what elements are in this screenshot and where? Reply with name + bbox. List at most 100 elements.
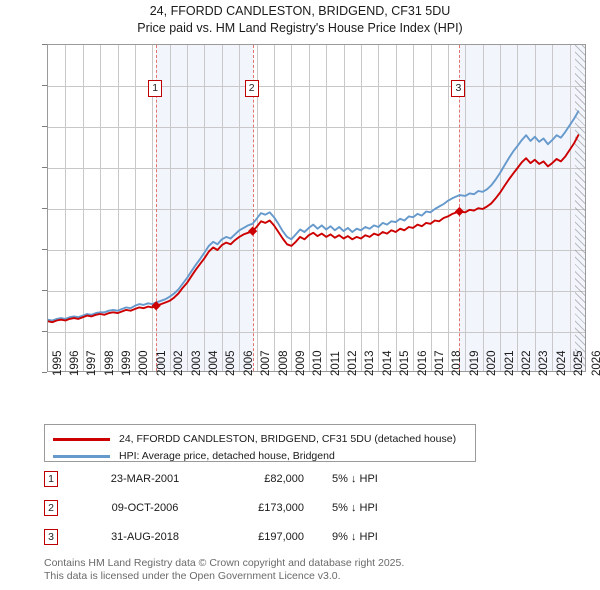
- x-axis-label-2026: 2026: [590, 350, 600, 376]
- y-axis-tick: [42, 290, 47, 291]
- x-axis-label-2023: 2023: [538, 350, 551, 376]
- gridline-vertical: [222, 45, 223, 371]
- gridline-horizontal: [48, 127, 585, 128]
- event-line-1: [156, 45, 158, 371]
- transaction-date: 09-OCT-2006: [111, 502, 179, 514]
- line-hpi: [48, 110, 580, 322]
- page-subtitle: Price paid vs. HM Land Registry's House …: [137, 21, 463, 35]
- gridline-horizontal: [48, 332, 585, 333]
- gridline-vertical: [396, 45, 397, 371]
- gridline-vertical: [448, 45, 449, 371]
- transaction-index-badge: 1: [44, 471, 58, 487]
- x-axis-label-2014: 2014: [381, 350, 394, 376]
- page-title: 24, FFORDD CANDLESTON, BRIDGEND, CF31 5D…: [149, 4, 451, 18]
- y-axis-tick: [42, 167, 47, 168]
- event-flag-3[interactable]: 3: [451, 80, 466, 97]
- transaction-hpi-delta: 5% ↓ HPI: [332, 473, 378, 485]
- y-axis-tick: [42, 44, 47, 45]
- gridline-vertical: [344, 45, 345, 371]
- gridline-vertical: [378, 45, 379, 371]
- gridline-vertical: [535, 45, 536, 371]
- x-axis-label-1997: 1997: [86, 350, 99, 376]
- series-container: [48, 110, 580, 324]
- table-row[interactable]: 3 31-AUG-2018 £197,000 9% ↓ HPI: [44, 528, 564, 557]
- sale-marker-1: [151, 301, 161, 311]
- gridline-vertical: [517, 45, 518, 371]
- x-axis-label-2017: 2017: [434, 350, 447, 376]
- x-axis-label-2018: 2018: [451, 350, 464, 376]
- x-axis-label-2006: 2006: [242, 350, 255, 376]
- y-axis-tick: [42, 85, 47, 86]
- footer-line-1: Contains HM Land Registry data © Crown c…: [44, 557, 405, 569]
- transaction-hpi-delta: 9% ↓ HPI: [332, 531, 378, 543]
- table-row[interactable]: 1 23-MAR-2001 £82,000 5% ↓ HPI: [44, 470, 564, 499]
- price-chart: [47, 44, 586, 372]
- legend-label-2: HPI: Average price, detached house, Brid…: [119, 450, 335, 462]
- transaction-index-badge: 3: [44, 529, 58, 545]
- event-flag-2[interactable]: 2: [244, 80, 259, 97]
- x-axis-label-1999: 1999: [121, 350, 134, 376]
- legend-label-1: 24, FFORDD CANDLESTON, BRIDGEND, CF31 5D…: [119, 433, 457, 445]
- gridline-horizontal: [48, 86, 585, 87]
- sale-marker-2: [248, 226, 258, 236]
- x-axis-label-1998: 1998: [103, 350, 116, 376]
- gridline-horizontal: [48, 250, 585, 251]
- gridline-vertical: [152, 45, 153, 371]
- gridline-vertical: [118, 45, 119, 371]
- x-axis-label-1995: 1995: [51, 350, 64, 376]
- x-axis-label-2011: 2011: [329, 351, 342, 376]
- gridline-vertical: [326, 45, 327, 371]
- gridline-vertical: [170, 45, 171, 371]
- gridline-vertical: [500, 45, 501, 371]
- line-price-paid: [48, 134, 580, 324]
- y-axis-tick: [42, 372, 47, 373]
- x-axis-label-2022: 2022: [520, 350, 533, 376]
- gridline-vertical: [309, 45, 310, 371]
- chart-legend: 24, FFORDD CANDLESTON, BRIDGEND, CF31 5D…: [44, 424, 476, 462]
- y-axis-tick: [42, 208, 47, 209]
- footer-line-2: This data is licensed under the Open Gov…: [44, 569, 341, 582]
- sale-marker-3: [454, 206, 464, 217]
- gridline-vertical: [361, 45, 362, 371]
- gridline-horizontal: [48, 168, 585, 169]
- gridline-horizontal: [48, 209, 585, 210]
- x-axis-label-2015: 2015: [399, 350, 412, 376]
- transaction-index-badge: 2: [44, 500, 58, 516]
- gridline-vertical: [65, 45, 66, 371]
- table-row[interactable]: 2 09-OCT-2006 £173,000 5% ↓ HPI: [44, 499, 564, 528]
- gridline-vertical: [570, 45, 571, 371]
- x-axis-label-2005: 2005: [225, 350, 238, 376]
- gridline-vertical: [413, 45, 414, 371]
- transactions-table: 1 23-MAR-2001 £82,000 5% ↓ HPI 2 09-OCT-2006 £…: [44, 470, 564, 557]
- gridline-vertical: [239, 45, 240, 371]
- gridline-vertical: [257, 45, 258, 371]
- gridline-vertical: [274, 45, 275, 371]
- transaction-hpi-delta: 5% ↓ HPI: [332, 502, 378, 514]
- x-axis-label-2020: 2020: [486, 350, 499, 376]
- y-axis-tick: [42, 331, 47, 332]
- forecast-hatch-region: [574, 45, 585, 371]
- x-axis-label-2000: 2000: [138, 350, 151, 376]
- event-flag-1[interactable]: 1: [148, 80, 163, 97]
- transaction-price: £173,000: [258, 502, 304, 514]
- legend-swatch-2: [53, 455, 110, 458]
- gridline-horizontal: [48, 291, 585, 292]
- gridline-vertical: [431, 45, 432, 371]
- y-axis-tick: [42, 249, 47, 250]
- footer-attribution: Contains HM Land Registry data © Crown c…: [44, 557, 584, 582]
- x-axis-label-2001: 2001: [155, 350, 168, 376]
- x-axis-label-2024: 2024: [555, 350, 568, 376]
- gridline-vertical: [135, 45, 136, 371]
- x-axis-label-2008: 2008: [277, 350, 290, 376]
- gridline-vertical: [465, 45, 466, 371]
- gridline-vertical: [100, 45, 101, 371]
- event-line-2: [252, 45, 254, 371]
- gridline-vertical: [83, 45, 84, 371]
- x-axis-label-2007: 2007: [260, 350, 273, 376]
- x-axis-label-2003: 2003: [190, 350, 203, 376]
- x-axis-label-2016: 2016: [416, 350, 429, 376]
- x-axis-label-2013: 2013: [364, 350, 377, 376]
- x-axis-label-2012: 2012: [347, 350, 360, 376]
- x-axis-label-2010: 2010: [312, 350, 325, 376]
- legend-swatch-1: [53, 438, 110, 441]
